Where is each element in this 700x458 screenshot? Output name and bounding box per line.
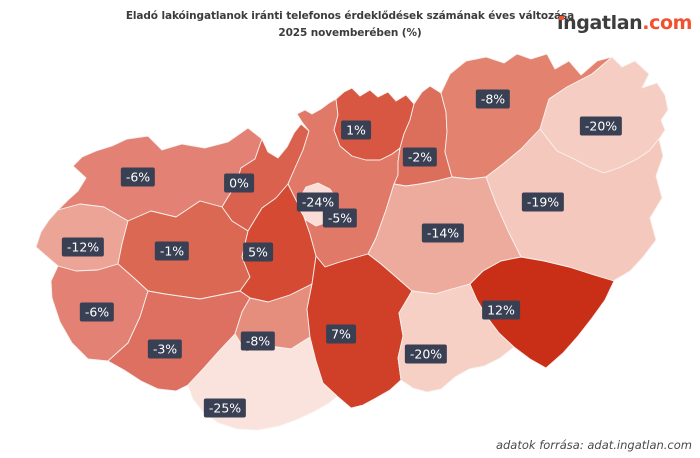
- title-line-1: Eladó lakóingatlanok iránti telefonos ér…: [125, 10, 575, 22]
- data-source-note: adatok forrása: adat.ingatlan.com: [495, 438, 692, 452]
- county-shape-vas: [35, 203, 129, 272]
- county-shape-budapest: [299, 182, 337, 227]
- logo-text-dark: ingatlan: [557, 12, 643, 34]
- page-title: Eladó lakóingatlanok iránti telefonos ér…: [0, 8, 700, 42]
- title-line-2: 2025 novemberében (%): [278, 27, 422, 39]
- logo-accent-dot-icon: [559, 15, 564, 20]
- logo-text-accent: .com: [642, 12, 692, 34]
- ingatlan-com-logo: ingatlan.com: [557, 12, 692, 34]
- county-shape-bekes: [469, 256, 615, 369]
- county-shape-bacs-kiskun: [306, 253, 413, 409]
